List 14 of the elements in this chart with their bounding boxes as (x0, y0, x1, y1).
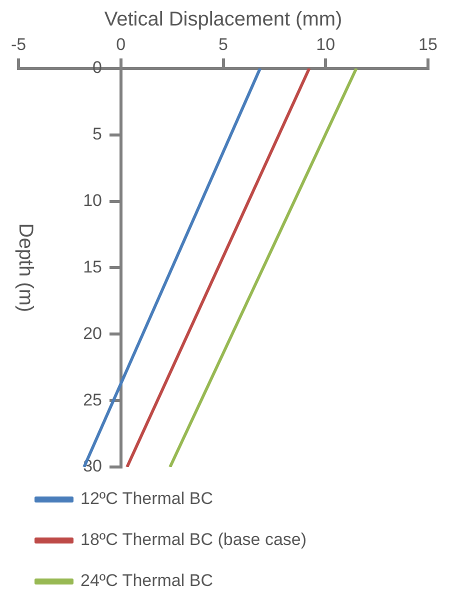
y-tick-label: 15 (83, 257, 121, 276)
y-tick-label: 25 (83, 390, 121, 410)
legend-label: 18ºC Thermal BC (base case) (80, 530, 307, 550)
x-tick-label: -5 (10, 34, 26, 54)
y-tick-label: 5 (92, 124, 121, 144)
legend-label: 24ºC Thermal BC (80, 571, 213, 590)
x-axis-title: Vetical Displacement (mm) (104, 8, 342, 31)
y-axis-title: Depth (m) (14, 223, 37, 312)
legend-label: 12ºC Thermal BC (80, 489, 213, 508)
y-tick-label: 10 (83, 190, 121, 210)
x-tick-label: 10 (316, 34, 336, 54)
x-tick-label: 15 (418, 34, 438, 54)
y-tick-label: 20 (83, 324, 121, 343)
x-tick-label: 5 (218, 34, 228, 54)
